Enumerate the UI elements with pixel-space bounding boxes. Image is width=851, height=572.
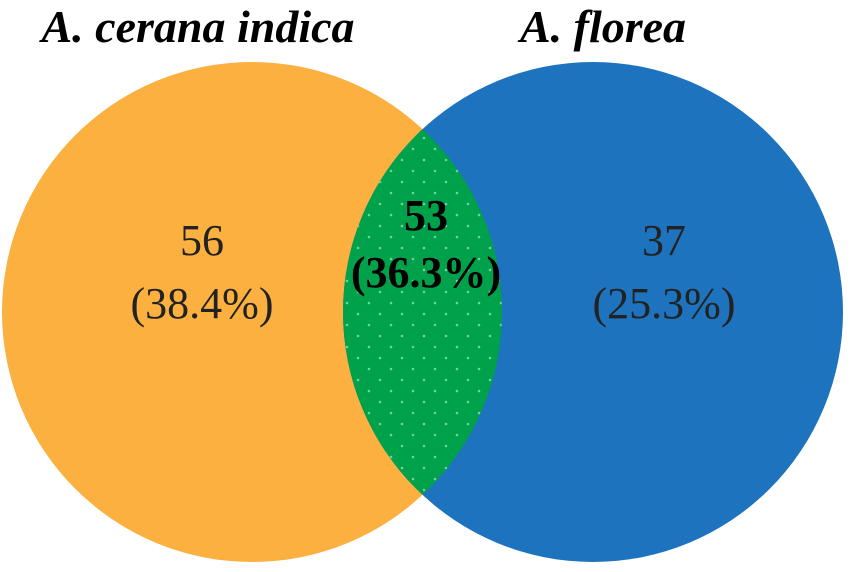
intersection-region bbox=[343, 62, 502, 562]
left-only-count: 56 bbox=[180, 216, 224, 265]
right-only-percent: (25.3%) bbox=[593, 279, 736, 328]
right-only-count: 37 bbox=[642, 216, 686, 265]
set-title-left: A. cerana indica bbox=[38, 1, 354, 52]
intersection-percent: (36.3%) bbox=[351, 248, 501, 297]
set-title-right: A. florea bbox=[517, 1, 686, 52]
intersection-count: 53 bbox=[404, 191, 448, 240]
left-only-percent: (38.4%) bbox=[131, 279, 274, 328]
